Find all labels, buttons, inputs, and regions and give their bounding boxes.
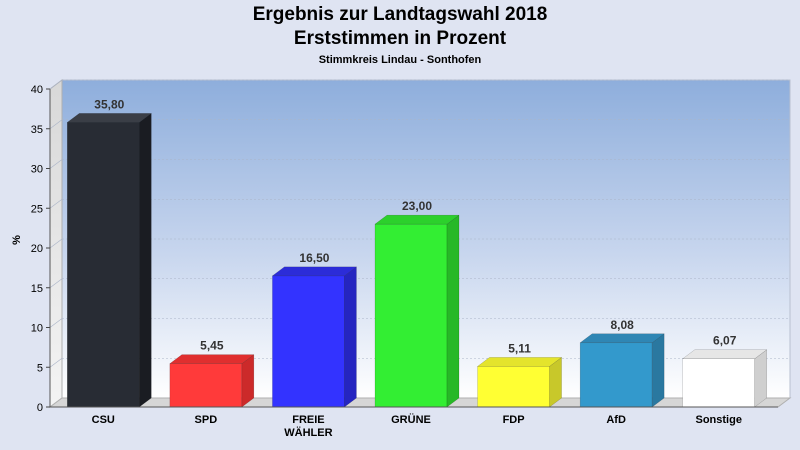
bar-top xyxy=(476,357,563,367)
bar-top xyxy=(579,333,665,344)
y-tick-label: 20 xyxy=(31,243,43,255)
gridline-side xyxy=(49,278,63,288)
y-tick-label: 0 xyxy=(37,402,43,414)
bar xyxy=(169,363,243,408)
bar-group: 6,07 Sonstige xyxy=(681,334,768,426)
chart-subsubtitle: Stimmkreis Lindau - Sonthofen xyxy=(318,54,482,66)
bar-group: 35,80 CSU xyxy=(66,97,153,426)
chart-subtitle: Erststimmen in Prozent xyxy=(293,28,507,49)
bar xyxy=(682,358,755,408)
data-label: 5,45 xyxy=(200,339,224,353)
bar xyxy=(67,122,140,408)
gridline-side xyxy=(49,358,63,368)
bar-top xyxy=(374,214,460,225)
data-label: 16,50 xyxy=(299,251,329,265)
y-tick-label: 30 xyxy=(31,164,43,176)
bar-side xyxy=(139,112,152,408)
y-tick-label: 40 xyxy=(31,84,43,96)
bar-group: 23,00 GRÜNE xyxy=(374,199,460,426)
y-tick-label: 5 xyxy=(37,362,43,374)
data-label: 5,11 xyxy=(508,341,531,355)
y-tick-label: 35 xyxy=(31,124,43,136)
chart-title: Ergebnis zur Landtagswahl 2018 xyxy=(252,4,548,25)
bar-top xyxy=(169,354,255,364)
bar-group: 8,08 AfD xyxy=(579,318,665,426)
x-tick-label: Sonstige xyxy=(695,414,741,426)
bar xyxy=(579,342,653,408)
bar-side xyxy=(446,214,460,408)
data-label: 23,00 xyxy=(402,199,432,213)
bar-top xyxy=(681,349,768,359)
y-axis-label: % xyxy=(11,235,23,245)
x-tick-label: SPD xyxy=(195,414,218,426)
axes: 0 5 10 15 20 25 30 35 40 xyxy=(31,84,778,414)
gridline-side xyxy=(49,119,63,129)
data-label: 8,08 xyxy=(610,318,634,332)
y-tick-label: 25 xyxy=(31,203,43,215)
gridline-side xyxy=(49,318,63,328)
x-tick-label: FDP xyxy=(503,414,525,426)
bar xyxy=(272,275,345,408)
bar xyxy=(477,366,550,408)
x-tick-label: FREIE xyxy=(292,414,324,426)
bar-group: 5,45 SPD xyxy=(169,339,255,426)
bar-side xyxy=(344,266,357,408)
bar xyxy=(374,223,448,408)
y-tick-label: 15 xyxy=(31,283,43,295)
bar-group: 5,11 FDP xyxy=(476,341,563,426)
x-tick-label: GRÜNE xyxy=(391,413,431,426)
gridline-side xyxy=(49,199,63,209)
data-label: 6,07 xyxy=(713,334,737,348)
x-tick-label: AfD xyxy=(606,414,626,426)
data-label: 35,80 xyxy=(94,97,124,111)
bar-top xyxy=(66,113,153,123)
bar-side xyxy=(651,333,665,408)
bar-top xyxy=(271,266,358,277)
x-tick-label: WÄHLER xyxy=(284,426,332,439)
gridline-side xyxy=(49,238,63,249)
x-tick-label: CSU xyxy=(92,414,115,426)
y-tick-label: 10 xyxy=(31,323,43,335)
gridline-side xyxy=(49,79,63,90)
bar-side xyxy=(754,349,767,408)
gridline-side xyxy=(49,159,63,169)
